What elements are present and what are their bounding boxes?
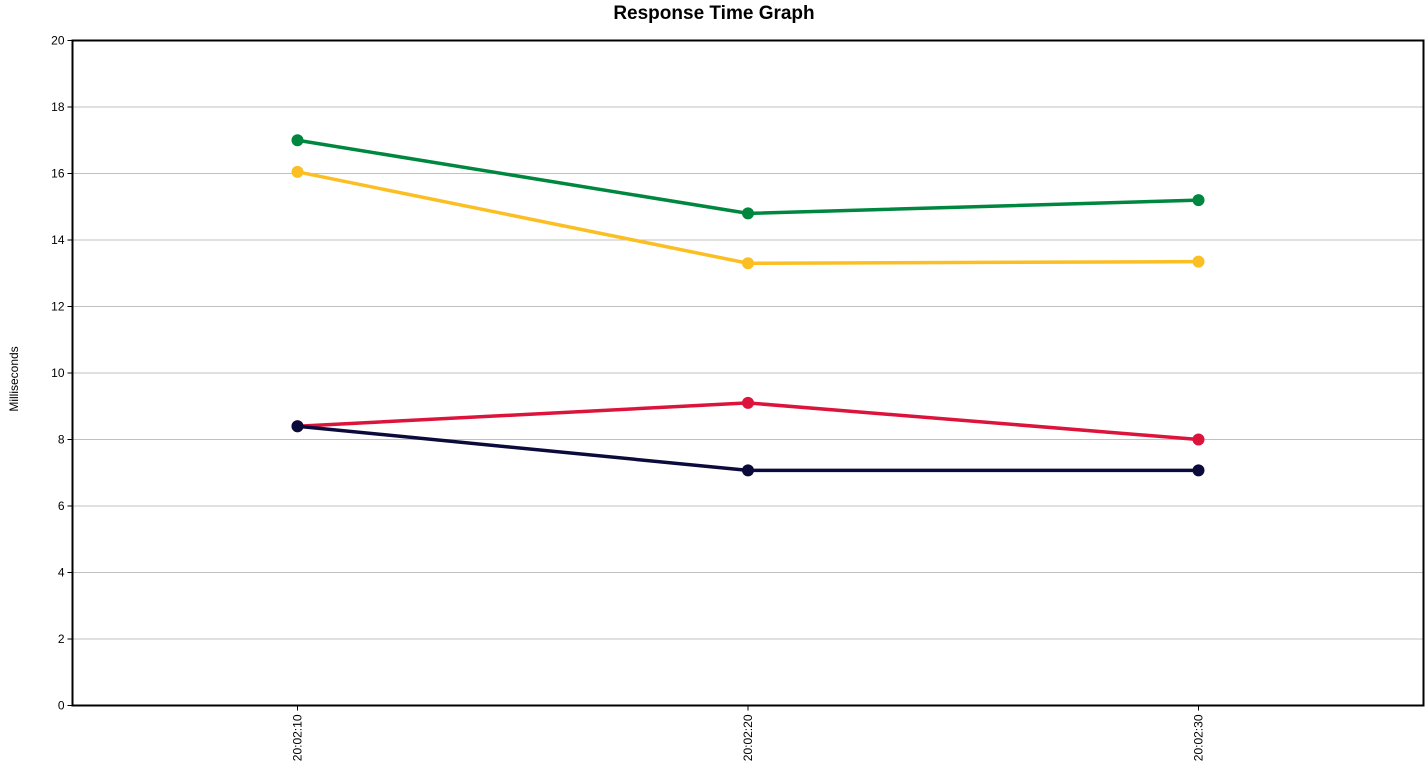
data-point xyxy=(742,207,754,220)
series-line xyxy=(297,424,1199,473)
data-point xyxy=(1192,433,1205,446)
data-point xyxy=(1192,255,1205,268)
y-tick-label: 14 xyxy=(51,233,65,247)
y-tick-label: 10 xyxy=(51,366,65,380)
series-group xyxy=(291,134,1205,477)
chart-title: Response Time Graph xyxy=(613,3,815,24)
data-point xyxy=(742,464,754,477)
y-tick-label: 16 xyxy=(51,167,65,181)
series-2 xyxy=(291,165,1205,270)
data-point xyxy=(1192,194,1205,207)
series-line xyxy=(297,138,1199,216)
series-4 xyxy=(291,420,1205,477)
y-axis-ticks: 0 2 4 6 8 10 12 14 16 18 20 xyxy=(51,34,73,713)
x-tick-label: 20:02:10 xyxy=(291,714,305,761)
series-1 xyxy=(291,134,1205,220)
x-axis-ticks: 20:02:10 20:02:20 20:02:30 xyxy=(291,705,1206,761)
y-tick-label: 4 xyxy=(58,566,65,580)
y-tick-label: 6 xyxy=(58,499,65,513)
data-point xyxy=(291,420,304,433)
grid-lines xyxy=(72,106,1424,640)
x-tick-label: 20:02:30 xyxy=(1192,714,1206,761)
data-point xyxy=(742,396,754,409)
data-point xyxy=(742,257,754,270)
y-tick-label: 8 xyxy=(58,433,65,447)
y-tick-label: 2 xyxy=(58,632,65,646)
y-tick-label: 18 xyxy=(51,100,65,114)
data-point xyxy=(1192,464,1205,477)
data-point xyxy=(291,165,304,178)
y-tick-label: 12 xyxy=(51,300,65,314)
x-tick-label: 20:02:20 xyxy=(741,714,755,761)
y-axis-title: Milliseconds xyxy=(7,346,21,411)
y-tick-label: 20 xyxy=(51,34,65,48)
data-point xyxy=(291,134,304,147)
y-tick-label: 0 xyxy=(58,699,65,713)
